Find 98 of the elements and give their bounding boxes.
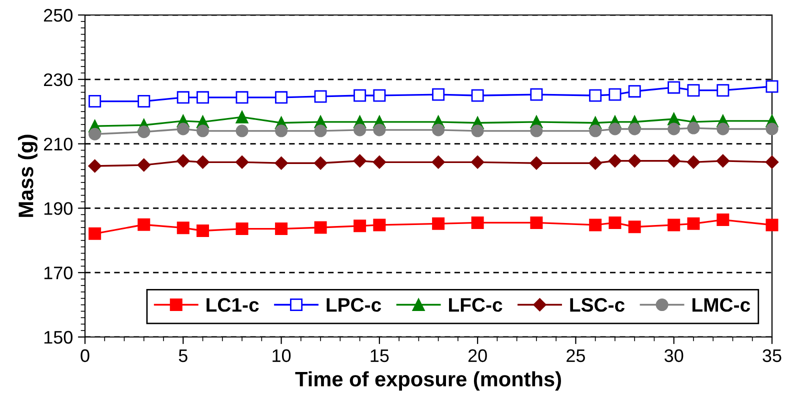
point	[628, 85, 641, 98]
point	[88, 128, 102, 140]
point	[88, 227, 102, 240]
y-tick-label: 210	[44, 138, 72, 151]
x-tick-label: 20	[468, 349, 487, 362]
point	[314, 124, 327, 138]
y-tick-label: 150	[44, 330, 72, 344]
point	[628, 122, 641, 136]
point	[138, 218, 150, 231]
y-tick-label: 190	[44, 202, 72, 215]
point	[432, 217, 445, 230]
point	[608, 154, 622, 168]
point	[314, 221, 327, 234]
x-tick-label: 5	[178, 349, 188, 362]
point	[668, 218, 680, 232]
point	[314, 156, 328, 170]
point	[589, 124, 602, 138]
point	[373, 124, 386, 136]
point	[176, 122, 190, 136]
point	[137, 158, 150, 172]
point	[530, 88, 543, 101]
point	[471, 124, 484, 138]
point	[236, 124, 248, 138]
point	[354, 220, 366, 232]
x-tick-label: 25	[566, 349, 585, 362]
point	[668, 122, 680, 136]
point	[687, 217, 700, 230]
y-axis-title: Mass (g)	[18, 134, 38, 217]
point	[236, 222, 248, 236]
point	[530, 216, 543, 229]
point	[530, 124, 543, 138]
point	[589, 89, 602, 102]
legend-label: LPC-c	[326, 298, 382, 312]
point	[196, 156, 210, 169]
x-tick-label: 15	[370, 349, 389, 362]
point	[274, 156, 288, 170]
legend-label: LSC-c	[570, 298, 625, 312]
point	[176, 154, 190, 168]
point	[608, 122, 622, 136]
point	[628, 220, 641, 234]
point	[138, 95, 150, 108]
point	[314, 90, 327, 103]
y-tick-label: 170	[44, 266, 72, 280]
point	[588, 156, 602, 170]
point	[236, 91, 248, 104]
x-axis-title: Time of exposure (months)	[295, 371, 561, 391]
point	[176, 91, 190, 104]
point	[687, 122, 700, 134]
point	[608, 216, 622, 229]
point	[275, 91, 288, 104]
point	[471, 216, 484, 229]
point	[608, 88, 622, 101]
point	[716, 84, 730, 97]
x-tick-label: 0	[80, 349, 90, 362]
y-tick-label: 230	[44, 73, 72, 86]
x-tick-label: 35	[762, 349, 782, 362]
point	[628, 154, 642, 168]
point	[88, 95, 102, 108]
legend-label: LMC-c	[692, 298, 750, 312]
point	[196, 124, 210, 138]
point	[766, 218, 778, 232]
legend-label: LFC-c	[449, 298, 502, 312]
point	[589, 218, 602, 232]
point	[373, 218, 386, 232]
point	[432, 156, 445, 169]
legend-label: LC1-c	[206, 298, 259, 312]
point	[765, 156, 779, 169]
point	[432, 124, 445, 136]
point	[686, 156, 700, 169]
point	[275, 124, 288, 138]
point	[716, 214, 730, 226]
point	[354, 124, 366, 136]
point	[668, 81, 680, 94]
point	[138, 126, 150, 138]
point	[530, 156, 544, 170]
point	[372, 156, 386, 169]
point	[667, 154, 680, 168]
point	[766, 80, 778, 93]
point	[354, 89, 366, 102]
point	[88, 159, 102, 173]
point	[196, 224, 210, 237]
point	[236, 110, 248, 124]
point	[196, 91, 210, 104]
point	[353, 154, 366, 168]
point	[716, 122, 730, 136]
point	[766, 122, 778, 136]
point	[716, 154, 730, 168]
x-tick-label: 10	[272, 349, 291, 362]
y-tick-label: 250	[44, 8, 72, 22]
x-tick-label: 30	[664, 349, 684, 362]
point	[687, 84, 700, 97]
point	[471, 89, 484, 102]
point	[432, 88, 445, 101]
point	[176, 222, 190, 234]
point	[470, 156, 484, 169]
point	[275, 222, 288, 236]
point	[373, 89, 386, 102]
point	[235, 156, 249, 169]
